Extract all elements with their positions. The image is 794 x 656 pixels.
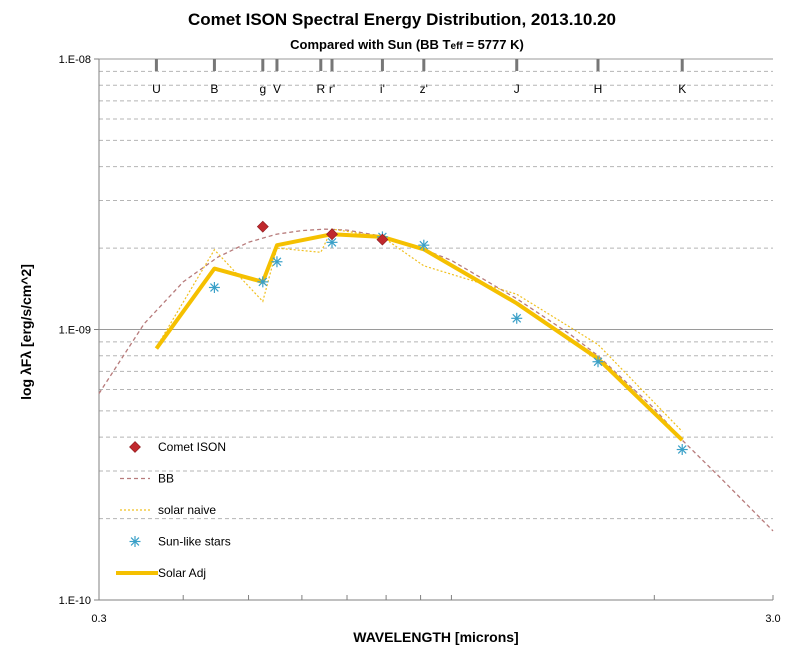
band-label: J: [514, 82, 520, 96]
series-comet-ison-point: [256, 220, 269, 233]
legend-label: BB: [158, 472, 174, 486]
x-tick-label: 0.3: [91, 613, 106, 625]
subtitle-part-1: Compared with Sun (BB T: [290, 37, 450, 52]
band-label: V: [273, 82, 281, 96]
series-solar-naive-line: [155, 228, 683, 432]
series-sun-like-star-point: [676, 444, 688, 456]
series-bb-line: [98, 228, 774, 532]
legend-label: Comet ISON: [158, 440, 226, 454]
band-label: H: [594, 82, 603, 96]
y-axis-label: log λFλ [erg/s/cm^2]: [18, 264, 34, 400]
subtitle-part-3: = 5777 K): [463, 37, 524, 52]
band-label: K: [678, 82, 686, 96]
series-solar-adj-line: [154, 232, 684, 442]
series-sun-like-star-point: [592, 356, 604, 368]
y-tick-label: 1.E-08: [59, 54, 91, 66]
y-tick-label: 1.E-09: [59, 325, 91, 337]
chart-title: Comet ISON Spectral Energy Distribution,…: [188, 10, 616, 29]
series-sun-like-star-point: [208, 281, 220, 293]
series-sun-like-star-point: [511, 312, 523, 324]
legend: Comet ISON BB solar naive Sun-like stars Sol…: [116, 440, 231, 580]
axes: 0.3 3.0 1.E-10 1.E-09 1.E-08: [59, 54, 781, 625]
legend-label: solar naive: [158, 503, 216, 517]
series-comet-ison-point: [326, 228, 338, 241]
x-tick-label: 3.0: [765, 613, 780, 625]
band-label: R: [316, 82, 325, 96]
series-comet-ison-point: [376, 233, 389, 246]
band-label: i': [380, 82, 385, 96]
legend-label: Sun-like stars: [158, 535, 231, 549]
series-sun-like-star-point: [257, 276, 269, 288]
subtitle-part-2: eff: [451, 41, 464, 52]
y-tick-label: 1.E-10: [59, 595, 91, 607]
legend-swatch-comet-ison: [129, 441, 141, 453]
band-label: z': [420, 82, 428, 96]
band-label: B: [210, 82, 218, 96]
legend-label: Solar Adj: [158, 566, 206, 580]
band-label: r': [329, 82, 335, 96]
grid-lines: [99, 58, 773, 601]
x-axis-label: WAVELENGTH [microns]: [353, 629, 518, 645]
legend-swatch-sun-like-stars: [129, 536, 141, 547]
chart-subtitle: Compared with Sun (BB Teff = 5777 K): [290, 37, 524, 52]
data-series: [98, 220, 774, 532]
series-sun-like-star-point: [326, 236, 338, 248]
band-label: U: [152, 82, 161, 96]
series-sun-like-star-point: [418, 239, 430, 251]
series-sun-like-star-point: [271, 256, 283, 268]
band-label: g: [259, 82, 266, 96]
